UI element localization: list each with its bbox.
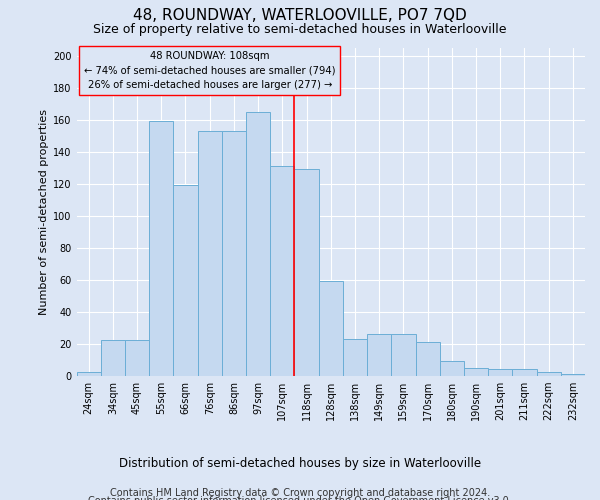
Bar bbox=[343, 339, 367, 376]
Bar bbox=[149, 121, 173, 376]
Bar bbox=[319, 281, 343, 376]
Bar bbox=[246, 112, 270, 376]
Y-axis label: Number of semi-detached properties: Number of semi-detached properties bbox=[39, 108, 49, 314]
Text: 48 ROUNDWAY: 108sqm
← 74% of semi-detached houses are smaller (794)
26% of semi-: 48 ROUNDWAY: 108sqm ← 74% of semi-detach… bbox=[84, 50, 335, 90]
Bar bbox=[512, 369, 536, 376]
Bar bbox=[270, 166, 295, 376]
Bar bbox=[197, 130, 222, 376]
Bar bbox=[125, 340, 149, 376]
Text: Size of property relative to semi-detached houses in Waterlooville: Size of property relative to semi-detach… bbox=[93, 22, 507, 36]
Bar bbox=[77, 372, 101, 376]
Bar bbox=[416, 342, 440, 376]
Bar bbox=[295, 169, 319, 376]
Bar bbox=[561, 374, 585, 376]
Text: Contains HM Land Registry data © Crown copyright and database right 2024.: Contains HM Land Registry data © Crown c… bbox=[110, 488, 490, 498]
Text: Contains public sector information licensed under the Open Government Licence v3: Contains public sector information licen… bbox=[88, 496, 512, 500]
Bar bbox=[440, 361, 464, 376]
Text: Distribution of semi-detached houses by size in Waterlooville: Distribution of semi-detached houses by … bbox=[119, 458, 481, 470]
Bar bbox=[536, 372, 561, 376]
Bar bbox=[464, 368, 488, 376]
Bar bbox=[488, 369, 512, 376]
Bar bbox=[101, 340, 125, 376]
Bar bbox=[222, 130, 246, 376]
Bar bbox=[391, 334, 416, 376]
Bar bbox=[173, 185, 197, 376]
Bar bbox=[367, 334, 391, 376]
Text: 48, ROUNDWAY, WATERLOOVILLE, PO7 7QD: 48, ROUNDWAY, WATERLOOVILLE, PO7 7QD bbox=[133, 8, 467, 22]
